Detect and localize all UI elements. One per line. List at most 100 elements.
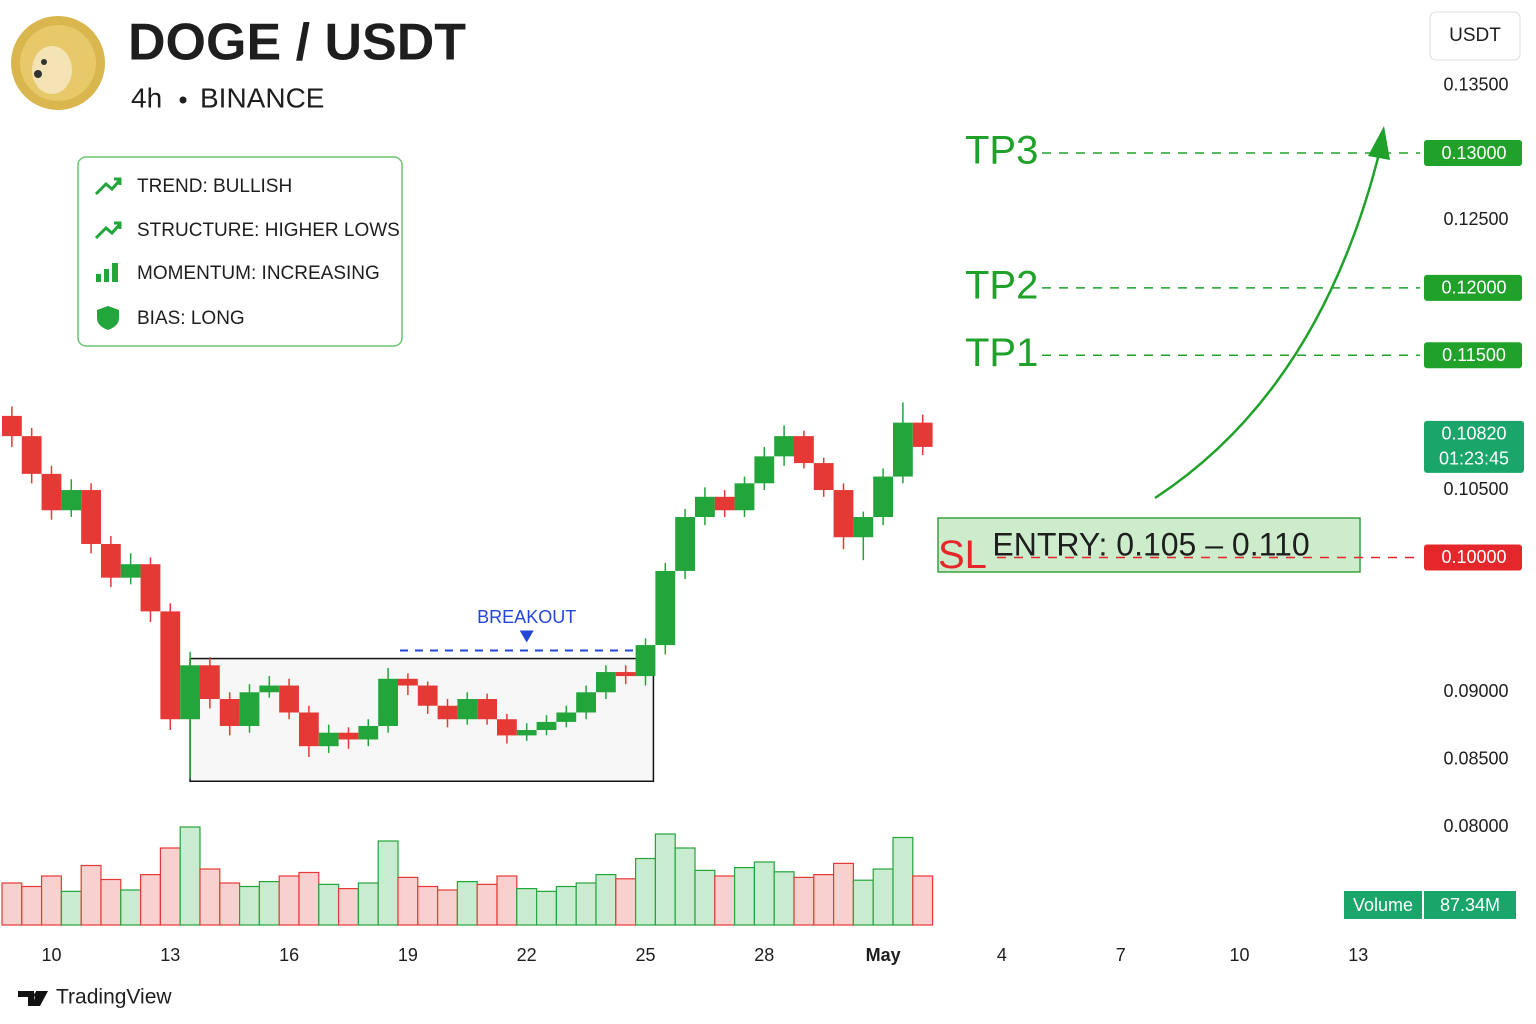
level-badge-label: 0.10000 [1441, 547, 1506, 567]
footer-brand: TradingView [56, 986, 172, 1009]
volume-bar [436, 889, 458, 926]
candle-body [536, 721, 557, 731]
breakout-pointer [519, 630, 534, 643]
candle-body [318, 732, 339, 747]
y-tick-label: 0.13500 [1443, 74, 1508, 94]
info-panel: TREND: BULLISH STRUCTURE: HIGHER LOWS MO… [77, 156, 403, 347]
info-item: BIAS: LONG [137, 308, 245, 329]
momentum-icon [96, 263, 118, 282]
volume-bar [476, 883, 498, 926]
x-tick-label: 10 [1230, 945, 1250, 965]
volume-bar [912, 875, 934, 926]
x-tick-label: 10 [41, 945, 61, 965]
level-name: TP3 [965, 129, 1038, 173]
volume-bar [1, 882, 23, 926]
y-tick-label: 0.09000 [1443, 681, 1508, 701]
candle-body [516, 730, 537, 736]
y-tick-label: 0.08500 [1443, 748, 1508, 768]
candle-body [358, 725, 379, 740]
level-badge-label: 0.12000 [1441, 278, 1506, 298]
candle-body [556, 712, 577, 722]
candle-body [477, 699, 497, 720]
candle-body [655, 570, 676, 646]
volume-bar [734, 866, 756, 926]
trend-icon [94, 177, 122, 196]
volume-bar [179, 826, 201, 926]
candle-body [635, 645, 656, 677]
pair-title: DOGE / USDT [128, 14, 466, 72]
x-tick-label: 22 [517, 945, 537, 965]
candle-body [100, 543, 121, 578]
candle-body [338, 732, 359, 740]
breakout-label: BREAKOUT [477, 607, 576, 627]
level-badge [1424, 274, 1522, 301]
candle-body [41, 473, 62, 511]
volume-bar [793, 876, 815, 926]
x-tick-label: 13 [1348, 945, 1368, 965]
volume-bar [397, 876, 419, 926]
candle-body [615, 672, 636, 677]
entry-zone [937, 517, 1361, 573]
candle-body [120, 564, 141, 578]
volume-bar [595, 873, 617, 926]
volume-bar [575, 882, 597, 926]
level-name: TP1 [965, 331, 1038, 375]
level-badge [1424, 544, 1522, 571]
x-tick-label: 4 [997, 945, 1007, 965]
level-badge [1424, 342, 1522, 369]
structure-icon [94, 221, 122, 240]
countdown-label: 01:23:45 [1439, 449, 1509, 469]
volume-bar [159, 847, 181, 926]
candle-body [873, 476, 894, 518]
candle-body [298, 712, 319, 747]
target-arrowhead [1368, 126, 1390, 160]
separator-dot [179, 96, 187, 104]
tradingview-logo [18, 991, 48, 1006]
candle-body [695, 496, 715, 518]
candle-body [397, 678, 418, 686]
volume-bar [654, 833, 676, 926]
x-tick-label: 7 [1116, 945, 1126, 965]
volume-badge-name-bg [1344, 891, 1422, 919]
volume-bar [238, 885, 260, 926]
volume-bar [773, 871, 795, 926]
info-item: TREND: BULLISH [137, 176, 292, 197]
candle-body [199, 665, 220, 700]
volume-bar [60, 890, 82, 926]
info-item: MOMENTUM: INCREASING [137, 263, 380, 284]
volume-bar [872, 868, 894, 926]
volume-bar [852, 879, 874, 926]
bias-icon [97, 306, 119, 330]
volume-bar [813, 873, 835, 926]
candle-body [1, 415, 22, 437]
candle-body [714, 496, 735, 511]
x-tick-label: 28 [754, 945, 774, 965]
volume-bar [694, 869, 716, 926]
x-tick-label: 13 [160, 945, 180, 965]
candle-body [754, 456, 775, 484]
candle-body [813, 463, 834, 491]
last-price-badge [1424, 420, 1524, 473]
candle-body [378, 678, 398, 726]
level-name: SL [938, 533, 987, 577]
volume-bar [714, 875, 736, 926]
volume-bar [219, 882, 241, 926]
x-tick-label: 19 [398, 945, 418, 965]
last-price-label: 0.10820 [1441, 424, 1506, 444]
candle-body [180, 665, 200, 720]
candle-body [794, 436, 814, 464]
currency-button[interactable] [1429, 11, 1521, 61]
volume-bar [337, 887, 359, 926]
target-arrow [1154, 149, 1382, 500]
level-name: TP2 [965, 263, 1038, 307]
currency-button-label[interactable]: USDT [1449, 25, 1501, 46]
info-item: STRUCTURE: HIGHER LOWS [137, 220, 400, 241]
volume-bar [258, 880, 280, 926]
volume-bar [496, 875, 518, 926]
entry-label: ENTRY: 0.105 – 0.110 [992, 526, 1309, 562]
volume-bar [516, 887, 538, 926]
level-badge-label: 0.13000 [1441, 143, 1506, 163]
candle-body [893, 422, 913, 477]
exchange: BINANCE [200, 82, 324, 113]
candle-body [595, 672, 616, 693]
